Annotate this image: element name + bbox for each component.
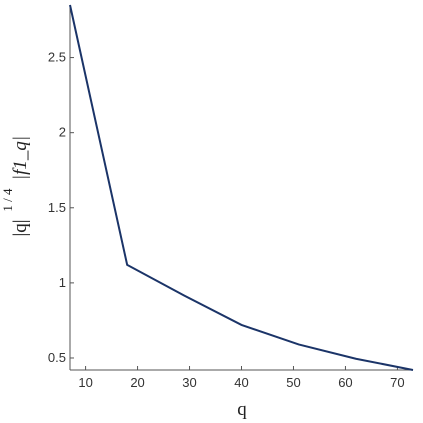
x-tick-label: 30: [182, 375, 196, 390]
x-tick-label: 70: [390, 375, 404, 390]
y-tick-label: 2: [59, 125, 66, 140]
y-tick-label: 2.5: [48, 50, 66, 65]
y-tick-label: 1.5: [48, 200, 66, 215]
x-axis-label: q: [237, 399, 247, 420]
y-label-base: |q|: [10, 219, 31, 236]
y-tick-label: 0.5: [48, 350, 66, 365]
y-axis-label: |q| 1 / 4 |f1_q|: [0, 136, 31, 237]
x-tick-label: 60: [338, 375, 352, 390]
y-tick-label: 1: [59, 275, 66, 290]
y-label-rest: |f1_q|: [10, 136, 31, 180]
x-tick-label: 50: [286, 375, 300, 390]
x-tick-label: 40: [234, 375, 248, 390]
y-label-exponent: 1 / 4: [0, 188, 15, 212]
x-tick-label: 20: [130, 375, 144, 390]
data-line: [69, 4, 414, 371]
x-tick-label: 10: [78, 375, 92, 390]
